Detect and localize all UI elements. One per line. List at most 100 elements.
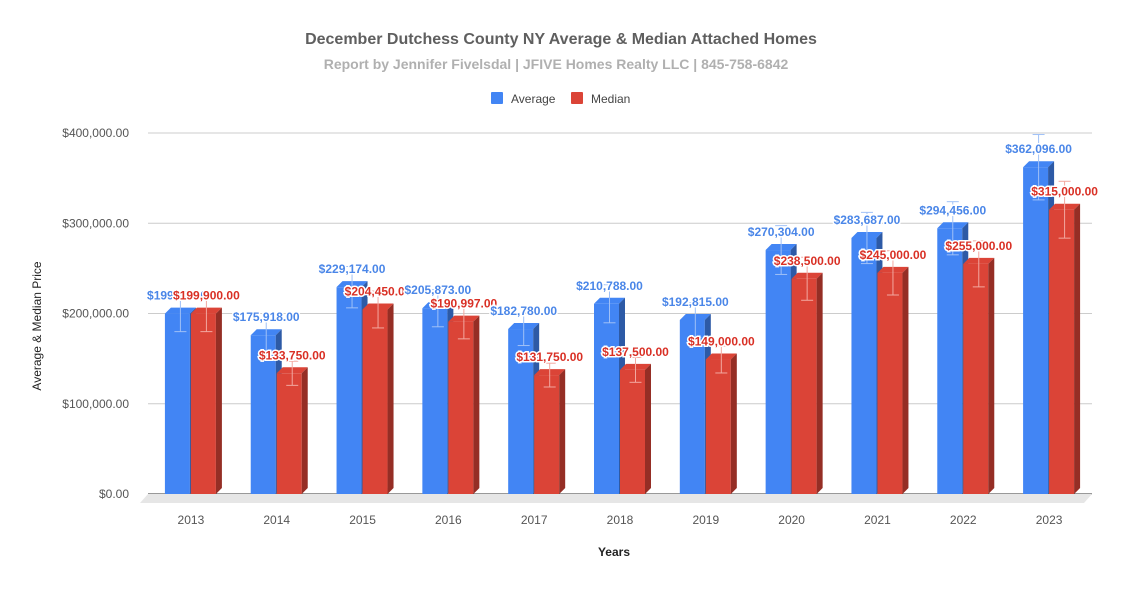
bar-front (276, 373, 302, 494)
error-bar-median-2017 (543, 362, 556, 388)
bar-median-2013 (190, 307, 222, 494)
bar-front (534, 375, 560, 494)
data-label-median-2014: $133,750.00 (259, 348, 326, 362)
data-label-average-2020: $270,304.00 (748, 225, 815, 239)
bar-median-2022 (963, 257, 995, 494)
bar-front (448, 321, 474, 494)
data-label-median-2019: $149,000.00 (688, 335, 755, 349)
error-bar-average-2014 (260, 318, 273, 352)
error-bar-median-2022 (972, 240, 985, 288)
bar-front (620, 369, 645, 494)
y-tick-label: $100,000.00 (62, 397, 129, 411)
data-label-average-2022: $294,456.00 (919, 203, 986, 217)
error-bar-average-2015 (346, 265, 359, 309)
data-label-average-2013: $199,900.00 (147, 289, 214, 303)
bar-median-2021 (877, 266, 909, 494)
error-bar-average-2023 (1032, 134, 1045, 201)
data-label-average-2023: $362,096.00 (1005, 142, 1072, 156)
y-axis-title: Average & Median Price (30, 261, 44, 391)
error-bar-median-2018 (629, 356, 642, 383)
data-label-median-2021: $245,000.00 (860, 248, 927, 262)
error-bar-median-2020 (801, 256, 814, 301)
bar-side (301, 367, 308, 494)
error-bar-median-2015 (372, 290, 385, 329)
error-bar-average-2017 (517, 312, 530, 347)
data-label-average-2021: $283,687.00 (834, 213, 901, 227)
x-tick-label: 2018 (607, 513, 634, 527)
bar-front (679, 319, 705, 494)
bar-side (473, 315, 480, 494)
error-bar-median-2021 (886, 250, 899, 296)
error-bar-median-2014 (286, 360, 299, 386)
x-tick-label: 2019 (692, 513, 719, 527)
data-label-average-2016: $205,873.00 (404, 283, 471, 297)
x-tick-label: 2022 (950, 513, 977, 527)
error-bar-average-2016 (431, 289, 444, 328)
bar-front (791, 278, 817, 494)
bar-front (362, 309, 388, 494)
bar-front (1049, 209, 1075, 494)
bar-median-2018 (620, 363, 651, 494)
data-label-median-2017: $131,750.00 (516, 350, 583, 364)
bar-side (988, 257, 995, 494)
x-tick-label: 2021 (864, 513, 891, 527)
bar-median-2020 (791, 272, 823, 494)
bar-average-2014 (250, 329, 282, 494)
bar-front (190, 313, 216, 494)
bar-median-2019 (705, 353, 737, 494)
error-bar-median-2023 (1058, 180, 1071, 239)
bar-front (1023, 167, 1049, 494)
chart-subtitle: Report by Jennifer Fivelsdal | JFIVE Hom… (324, 56, 789, 72)
x-tick-label: 2014 (263, 513, 290, 527)
bar-side (645, 363, 651, 494)
data-label-median-2023: $315,000.00 (1031, 185, 1098, 199)
error-bar-average-2019 (689, 302, 702, 338)
legend-label-median: Median (591, 92, 630, 106)
x-tick-label: 2017 (521, 513, 548, 527)
error-bar-median-2016 (457, 303, 470, 340)
error-bar-median-2013 (200, 295, 213, 333)
bar-front (851, 237, 877, 495)
y-tick-label: $300,000.00 (62, 216, 129, 230)
y-tick-label: $200,000.00 (62, 307, 129, 321)
bar-median-2015 (362, 303, 394, 494)
bar-side (387, 303, 394, 494)
chart-floor (140, 494, 1092, 503)
data-label-average-2017: $182,780.00 (490, 304, 557, 318)
y-tick-label: $400,000.00 (62, 126, 129, 140)
data-label-average-2015: $229,174.00 (319, 262, 386, 276)
error-bar-average-2022 (946, 201, 959, 256)
x-tick-label: 2020 (778, 513, 805, 527)
bar-side (730, 353, 737, 494)
data-label-average-2019: $192,815.00 (662, 295, 729, 309)
bar-front (594, 303, 619, 494)
bar-median-2023 (1049, 203, 1081, 494)
bar-side (1074, 203, 1081, 494)
bar-front (336, 287, 362, 494)
data-label-median-2018: $137,500.00 (602, 345, 669, 359)
legend-swatch-median (571, 92, 583, 104)
bar-front (963, 263, 989, 494)
bar-median-2014 (276, 367, 308, 494)
bar-front (422, 308, 448, 494)
bar-front (937, 228, 963, 494)
data-label-median-2013: $199,900.00 (173, 289, 240, 303)
chart-title: December Dutchess County NY Average & Me… (305, 31, 817, 48)
x-tick-label: 2015 (349, 513, 376, 527)
error-bar-average-2020 (775, 225, 788, 275)
data-label-median-2020: $238,500.00 (774, 254, 841, 268)
bar-side (215, 307, 222, 494)
data-label-median-2015: $204,450.00 (345, 284, 412, 298)
error-bar-average-2013 (174, 295, 187, 333)
x-axis-title: Years (598, 545, 630, 559)
x-tick-label: 2013 (178, 513, 205, 527)
legend-label-average: Average (511, 92, 556, 106)
error-bar-median-2019 (715, 345, 728, 374)
bar-front (877, 272, 903, 494)
bar-front (164, 313, 190, 494)
bar-front (705, 359, 731, 494)
bar-front (765, 250, 791, 494)
x-tick-label: 2023 (1036, 513, 1063, 527)
x-tick-label: 2016 (435, 513, 462, 527)
